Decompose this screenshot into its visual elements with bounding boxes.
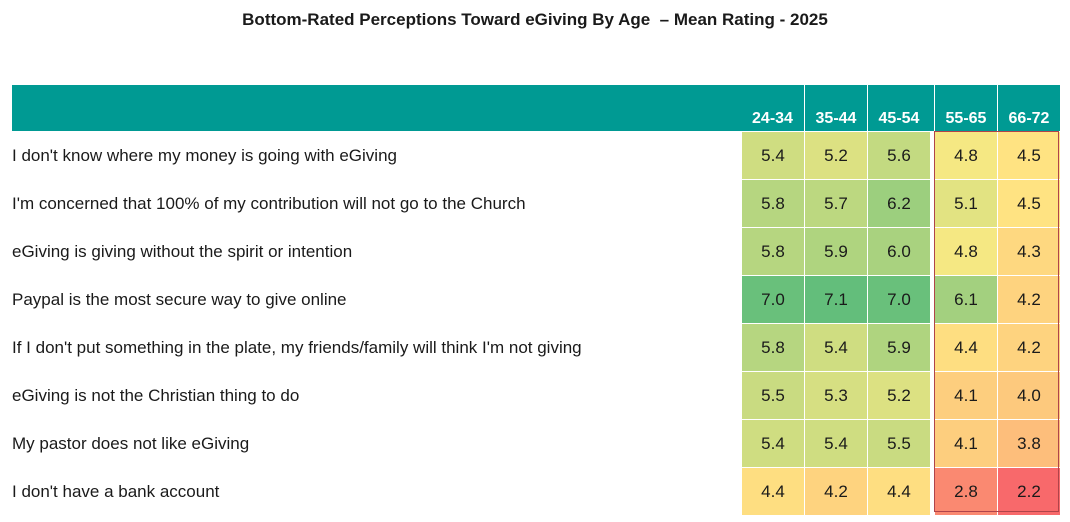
- data-cell: 3.8: [997, 420, 1060, 467]
- data-cell: 5.3: [804, 372, 867, 419]
- data-cell: 4.4: [934, 324, 997, 371]
- row-label: I'm concerned that 100% of my contributi…: [12, 194, 526, 213]
- row-label: If I don't put something in the plate, m…: [12, 338, 582, 357]
- data-cell: 6.0: [867, 228, 930, 275]
- data-cell: 5.9: [804, 228, 867, 275]
- data-cell: 2.2: [997, 468, 1060, 515]
- data-cell: 5.5: [867, 420, 930, 467]
- row-label: eGiving is not the Christian thing to do: [12, 386, 300, 405]
- data-cell: 4.8: [934, 228, 997, 275]
- data-cell: 4.1: [934, 372, 997, 419]
- data-cell: 5.4: [804, 420, 867, 467]
- column-header-66-72: 66-72: [997, 85, 1060, 131]
- data-cell: 4.5: [997, 180, 1060, 227]
- data-cell: 6.2: [867, 180, 930, 227]
- column-header-55-65: 55-65: [934, 85, 997, 131]
- row-label: I don't know where my money is going wit…: [12, 146, 397, 165]
- data-cell: 4.0: [997, 372, 1060, 419]
- chart-title: Bottom-Rated Perceptions Toward eGiving …: [242, 10, 828, 29]
- data-cell: 2.8: [934, 468, 997, 515]
- data-cell: 5.6: [867, 132, 930, 179]
- row-label: Paypal is the most secure way to give on…: [12, 290, 347, 309]
- data-cell: 5.4: [804, 324, 867, 371]
- data-cell: 4.8: [934, 132, 997, 179]
- data-cell: 4.3: [997, 228, 1060, 275]
- table-header: 24-34 35-44 45-54 55-65 66-72: [12, 85, 1060, 131]
- data-cell: 7.0: [867, 276, 930, 323]
- data-cell: 5.2: [867, 372, 930, 419]
- column-header-45-54: 45-54: [867, 85, 930, 131]
- data-cell: 4.2: [804, 468, 867, 515]
- data-cell: 6.1: [934, 276, 997, 323]
- data-cell: 5.2: [804, 132, 867, 179]
- data-cell: 5.9: [867, 324, 930, 371]
- data-cell: 4.4: [867, 468, 930, 515]
- column-header-24-34: 24-34: [752, 110, 793, 127]
- data-cell: 4.4: [741, 468, 804, 515]
- data-cell: 4.5: [997, 132, 1060, 179]
- data-cell: 4.2: [997, 324, 1060, 371]
- data-cell: 5.8: [741, 324, 804, 371]
- data-cell: 5.5: [741, 372, 804, 419]
- data-cell: 5.1: [934, 180, 997, 227]
- data-cell: 7.1: [804, 276, 867, 323]
- data-cell: 4.2: [997, 276, 1060, 323]
- data-cell: 4.1: [934, 420, 997, 467]
- data-cell: 7.0: [741, 276, 804, 323]
- data-cell: 5.4: [741, 420, 804, 467]
- data-cell: 5.8: [741, 180, 804, 227]
- column-header-35-44: 35-44: [804, 85, 867, 131]
- row-label: I don't have a bank account: [12, 482, 220, 501]
- data-cell: 5.7: [804, 180, 867, 227]
- row-label: eGiving is giving without the spirit or …: [12, 242, 353, 261]
- row-label: My pastor does not like eGiving: [12, 434, 250, 453]
- data-cell: 5.8: [741, 228, 804, 275]
- data-cell: 5.4: [741, 132, 804, 179]
